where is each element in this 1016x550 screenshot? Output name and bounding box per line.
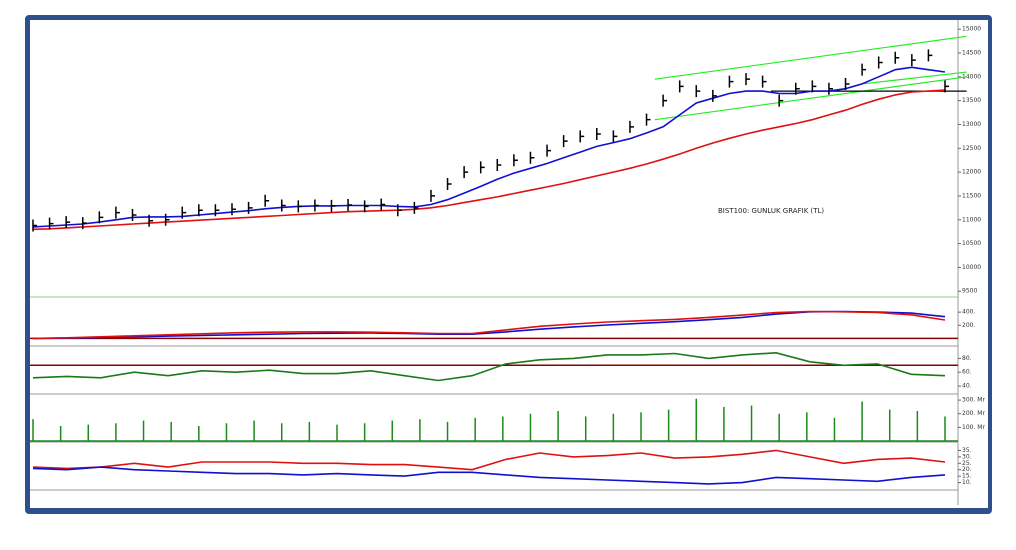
price-bar [164, 213, 170, 226]
price-bar [778, 94, 784, 107]
price-bar [297, 200, 303, 213]
price-bar [529, 151, 535, 164]
price-bar [761, 75, 767, 88]
series-line [32, 66, 946, 228]
y-tick-label: 10. [962, 479, 972, 486]
y-tick-label: 400. [962, 309, 975, 316]
y-tick-label: 9500 [962, 288, 977, 295]
y-tick-label: 80. [962, 355, 972, 362]
price-bar [115, 206, 120, 219]
y-tick-label: 11500 [962, 192, 981, 199]
price-bar [363, 200, 369, 213]
price-bar [131, 208, 137, 221]
price-bar [463, 166, 469, 179]
price-bar [695, 85, 701, 98]
y-tick-label: 14500 [962, 49, 981, 56]
y-tick-label: 13500 [962, 97, 981, 104]
price-bar [247, 201, 253, 214]
series-line [32, 310, 946, 340]
price-bar [562, 135, 568, 148]
series-line [32, 310, 946, 340]
y-tick-label: 20. [962, 466, 972, 473]
price-bar [148, 214, 154, 227]
price-bar [861, 63, 867, 76]
price-bar [712, 89, 717, 102]
y-tick-label: 35. [962, 447, 972, 454]
annotation: BIST100: GUNLUK GRAFIK (TL) [718, 207, 824, 215]
y-tick-label: 13000 [962, 121, 981, 128]
price-bar [314, 199, 319, 212]
price-bar [231, 203, 236, 216]
series-line [32, 89, 946, 231]
price-bar [198, 204, 203, 217]
trend-line [654, 76, 967, 121]
y-tick-label: 10500 [962, 240, 981, 247]
y-tick-label: 200. [962, 322, 975, 329]
price-bar [347, 198, 353, 211]
price-bar [280, 199, 286, 212]
price-bar [678, 80, 684, 93]
price-bar [596, 127, 601, 140]
price-bar [214, 204, 220, 217]
price-bar [513, 154, 518, 167]
price-bar [645, 113, 651, 126]
y-tick-label: 11000 [962, 216, 981, 223]
price-bar [397, 204, 402, 217]
trend-line [654, 35, 967, 80]
price-bar [81, 217, 87, 230]
y-tick-label: 25. [962, 460, 972, 467]
price-bar [927, 49, 933, 62]
series-line [32, 449, 946, 471]
price-bar [579, 130, 585, 143]
y-tick-label: 12000 [962, 169, 981, 176]
series-line [32, 351, 946, 382]
y-tick-label: 40. [962, 383, 972, 390]
chart-area [30, 20, 988, 508]
y-tick-label: 15000 [962, 26, 981, 33]
price-bar [413, 201, 419, 214]
price-bar [496, 158, 502, 171]
y-tick-label: 200. Mr [962, 410, 985, 417]
price-bar [629, 120, 634, 133]
price-bar [877, 56, 883, 69]
price-bar [546, 144, 552, 157]
price-bar [811, 80, 817, 93]
price-bar [728, 75, 734, 88]
price-bar [181, 206, 187, 219]
y-tick-label: 100. Mr [962, 424, 985, 431]
y-tick-label: 10000 [962, 264, 981, 271]
y-tick-label: 30. [962, 453, 972, 460]
price-bar [65, 216, 71, 229]
price-bar [844, 77, 850, 90]
series-line [32, 466, 946, 485]
price-bar [612, 130, 618, 143]
price-bar [98, 211, 104, 224]
price-bar [446, 178, 452, 191]
price-bar [330, 199, 336, 212]
price-bar [894, 51, 900, 64]
y-tick-label: 60. [962, 369, 972, 376]
y-tick-label: 14000 [962, 73, 981, 80]
price-bar [430, 189, 435, 202]
price-bar [745, 73, 751, 86]
price-bar [32, 219, 37, 232]
price-bar [48, 217, 54, 230]
y-tick-label: 15. [962, 473, 972, 480]
price-bar [662, 94, 668, 107]
price-bar [911, 54, 916, 67]
price-bar [795, 82, 800, 95]
trend-line [862, 71, 967, 85]
y-tick-label: 300. Mr [962, 397, 985, 404]
price-bar [479, 161, 485, 174]
price-bar [944, 80, 949, 93]
price-bar [264, 194, 270, 207]
y-tick-label: 12500 [962, 145, 981, 152]
price-bar [380, 198, 386, 211]
price-bar [828, 82, 833, 95]
